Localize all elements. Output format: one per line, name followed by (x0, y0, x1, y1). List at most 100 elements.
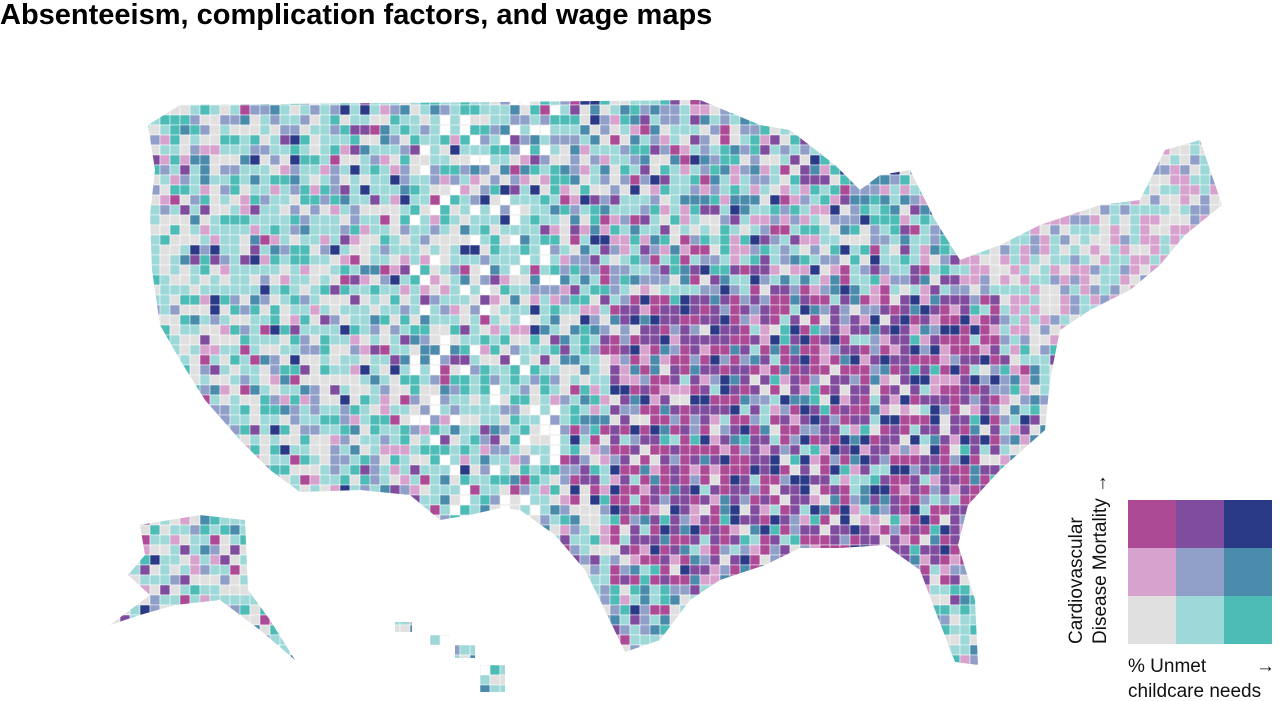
county (329, 494, 341, 506)
county (839, 304, 851, 316)
county (449, 174, 461, 186)
county (209, 334, 221, 346)
county (919, 144, 931, 156)
county (929, 474, 941, 486)
county (639, 344, 651, 356)
county (589, 454, 601, 466)
county (189, 304, 201, 316)
county (339, 354, 351, 366)
county (789, 294, 801, 306)
county (339, 264, 351, 276)
county (429, 234, 441, 246)
county (189, 474, 201, 486)
county (689, 444, 701, 456)
county (529, 100, 541, 106)
county (139, 334, 151, 346)
county (169, 314, 181, 326)
county (629, 364, 641, 376)
county (279, 100, 291, 106)
county (110, 194, 121, 206)
county (199, 194, 211, 206)
county (189, 254, 201, 266)
county (199, 204, 211, 216)
county (769, 414, 781, 426)
county (489, 504, 501, 516)
county (1119, 100, 1131, 106)
county (969, 444, 981, 456)
county (989, 204, 1001, 216)
county (899, 124, 911, 136)
county (619, 104, 631, 116)
county (639, 184, 651, 196)
county (1139, 414, 1151, 426)
county (839, 134, 851, 146)
county (789, 334, 801, 346)
county (1009, 524, 1021, 536)
county (459, 114, 471, 126)
county (759, 524, 771, 536)
county (1129, 474, 1141, 486)
county (769, 384, 781, 396)
county (1109, 174, 1121, 186)
county (269, 364, 281, 376)
county (999, 244, 1011, 256)
county (579, 444, 591, 456)
county (1139, 154, 1151, 166)
county (1049, 304, 1061, 316)
county (899, 394, 911, 406)
county (119, 194, 131, 206)
county (499, 244, 511, 256)
county (549, 334, 561, 346)
county (969, 314, 981, 326)
county (249, 314, 261, 326)
county (919, 100, 931, 106)
county (759, 194, 771, 206)
county (139, 244, 151, 256)
county (869, 484, 881, 496)
county (349, 224, 361, 236)
county (179, 294, 191, 306)
county (889, 504, 901, 516)
county (879, 144, 891, 156)
county (339, 184, 351, 196)
county (189, 264, 201, 276)
county (1179, 114, 1191, 126)
county (1079, 144, 1091, 156)
county (709, 164, 721, 176)
county (229, 324, 241, 336)
county (110, 454, 121, 466)
county (1079, 234, 1091, 246)
county (979, 434, 991, 446)
county (209, 214, 221, 226)
county (219, 484, 231, 496)
county (409, 214, 421, 226)
county (689, 364, 701, 376)
county (1199, 274, 1211, 286)
county (159, 514, 171, 526)
county (110, 114, 121, 126)
county (1069, 444, 1081, 456)
county (859, 104, 871, 116)
county (979, 184, 991, 196)
county (1049, 274, 1061, 286)
county (319, 444, 331, 456)
county (839, 264, 851, 276)
county (229, 454, 241, 466)
county (1029, 184, 1041, 196)
county (599, 174, 611, 186)
county (1189, 474, 1201, 486)
county (1119, 224, 1131, 236)
county (119, 414, 131, 426)
county (619, 144, 631, 156)
county (769, 444, 781, 456)
county (789, 514, 801, 526)
county (919, 354, 931, 366)
county (209, 324, 221, 336)
county (110, 254, 111, 266)
county (729, 154, 741, 166)
county (139, 524, 151, 536)
county (1219, 394, 1222, 406)
county (1119, 194, 1131, 206)
county (989, 224, 1001, 236)
county (499, 484, 511, 496)
